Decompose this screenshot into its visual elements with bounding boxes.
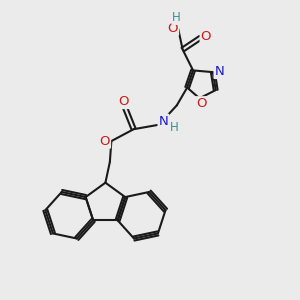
Text: N: N — [214, 65, 224, 78]
Text: O: O — [196, 97, 206, 110]
Text: O: O — [201, 30, 211, 43]
Text: O: O — [168, 22, 178, 35]
Text: O: O — [100, 135, 110, 148]
Text: H: H — [172, 11, 181, 24]
Text: N: N — [158, 115, 168, 128]
Text: H: H — [170, 121, 179, 134]
Text: O: O — [118, 95, 128, 108]
